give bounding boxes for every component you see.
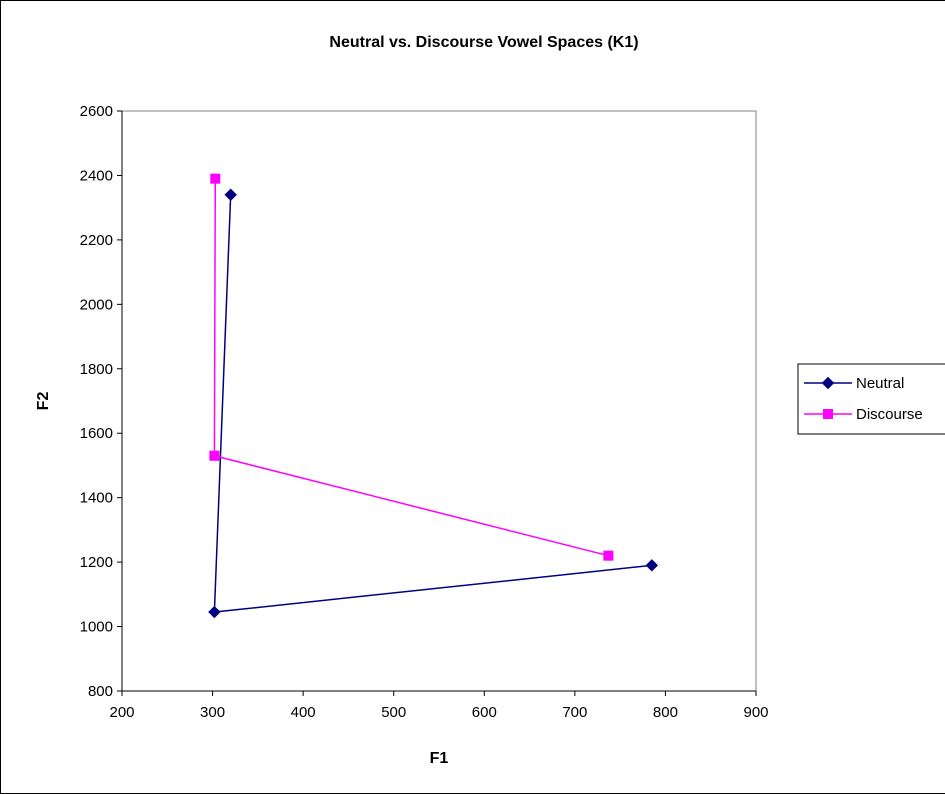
data-point-neutral bbox=[645, 559, 659, 572]
y-tick-label: 1400 bbox=[80, 490, 113, 507]
series-neutral bbox=[208, 188, 659, 619]
tick-labels: 800 1000 1200 1400 1600 1800 2000 2200 2400 2600 2… bbox=[80, 103, 769, 721]
plot-area bbox=[121, 110, 757, 692]
legend-item-neutral: Neutral bbox=[804, 375, 904, 392]
x-axis-title: F1 bbox=[430, 750, 449, 767]
x-tick-label: 600 bbox=[472, 704, 497, 721]
legend-marker bbox=[821, 376, 835, 390]
data-point-discourse bbox=[209, 450, 220, 461]
y-tick-label: 2600 bbox=[80, 103, 113, 120]
series-discourse bbox=[209, 173, 614, 561]
y-tick-label: 2400 bbox=[80, 167, 113, 184]
y-tick-label: 800 bbox=[88, 683, 113, 700]
axes bbox=[117, 110, 757, 696]
y-tick-label: 1200 bbox=[80, 554, 113, 571]
legend-label: Discourse bbox=[856, 406, 923, 423]
legend-box bbox=[797, 363, 945, 435]
y-tick-label: 2200 bbox=[80, 232, 113, 249]
data-point-neutral bbox=[224, 188, 237, 201]
legend: Neutral Discourse bbox=[797, 363, 945, 435]
data-point-discourse bbox=[210, 173, 221, 184]
data-point-neutral bbox=[208, 605, 221, 619]
y-tick-label: 1600 bbox=[80, 425, 113, 442]
x-tick-label: 900 bbox=[743, 704, 768, 721]
legend-marker bbox=[823, 409, 833, 419]
y-axis-title: F2 bbox=[35, 392, 52, 411]
x-tick-label: 700 bbox=[562, 704, 587, 721]
y-tick-label: 1000 bbox=[80, 619, 113, 636]
series-layer bbox=[208, 173, 659, 619]
x-tick-label: 500 bbox=[381, 704, 406, 721]
legend-label: Neutral bbox=[856, 375, 904, 392]
x-tick-label: 300 bbox=[200, 704, 225, 721]
x-tick-label: 200 bbox=[109, 704, 134, 721]
x-tick-label: 400 bbox=[291, 704, 316, 721]
data-point-discourse bbox=[603, 550, 614, 561]
x-tick-label: 800 bbox=[653, 704, 678, 721]
legend-item-discourse: Discourse bbox=[804, 406, 923, 423]
chart-title: Neutral vs. Discourse Vowel Spaces (K1) bbox=[329, 34, 638, 51]
y-tick-label: 1800 bbox=[80, 361, 113, 378]
y-tick-label: 2000 bbox=[80, 296, 113, 313]
